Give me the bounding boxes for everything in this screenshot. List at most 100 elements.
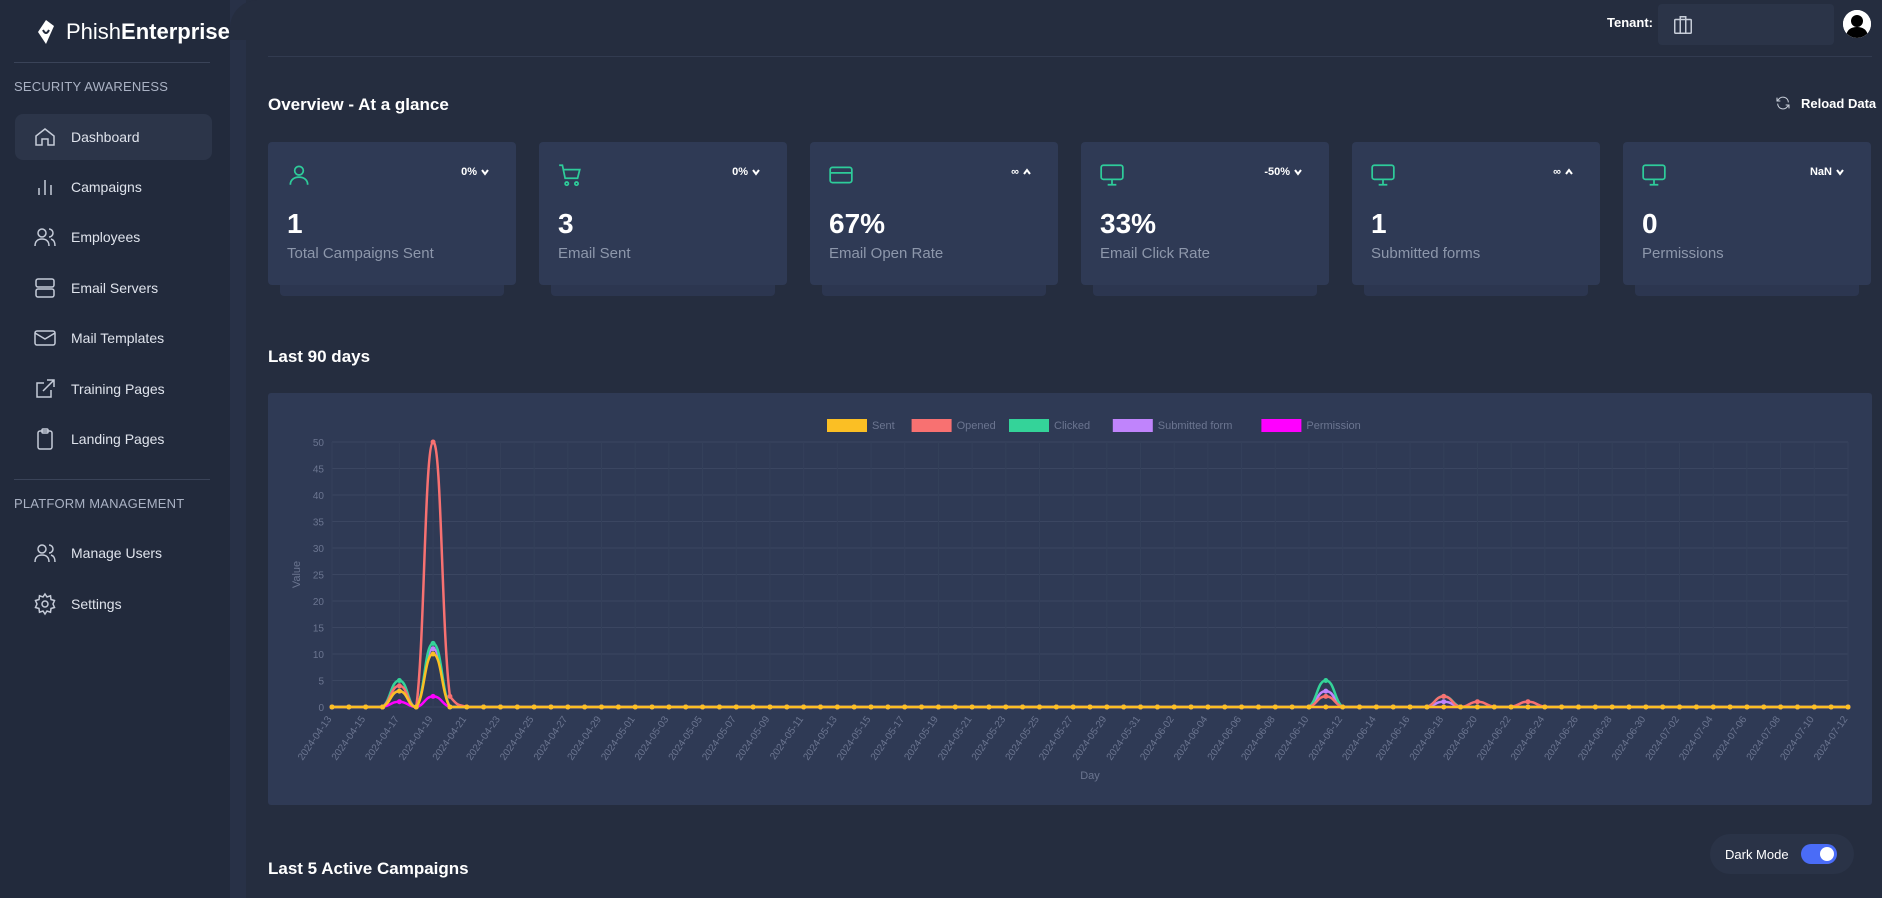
stat-value: 1	[1371, 208, 1387, 239]
sidebar-item-email-servers[interactable]: Email Servers	[15, 265, 212, 311]
data-point	[514, 704, 520, 710]
data-point	[1323, 678, 1329, 683]
y-tick-label: 50	[313, 438, 325, 449]
data-point	[885, 704, 891, 710]
x-tick-label: 2024-06-28	[1576, 714, 1615, 763]
legend-swatch	[1112, 419, 1153, 432]
sidebar: PhishEnterprise SECURITY AWARENESS Dashb…	[0, 0, 230, 898]
stat-label: Permissions	[1642, 245, 1724, 262]
y-tick-label: 5	[318, 677, 324, 688]
stat-card: NaN 0 Permissions	[1623, 142, 1871, 285]
stat-value: 0	[1642, 208, 1658, 239]
sidebar-item-training-pages[interactable]: Training Pages	[15, 366, 212, 412]
users-icon	[34, 544, 56, 563]
data-point	[1693, 704, 1699, 710]
stat-delta[interactable]: ∞	[1553, 166, 1574, 178]
data-point	[1559, 704, 1565, 710]
x-tick-label: 2024-06-10	[1273, 714, 1312, 763]
sidebar-item-label: Training Pages	[71, 381, 165, 397]
x-tick-label: 2024-04-23	[465, 714, 504, 763]
data-point	[1306, 704, 1312, 710]
data-point	[1171, 704, 1177, 710]
x-tick-label: 2024-06-18	[1408, 714, 1447, 763]
monitor-icon	[1371, 164, 1395, 186]
x-tick-label: 2024-05-25	[1004, 714, 1043, 763]
data-point	[464, 704, 470, 710]
data-point	[430, 439, 436, 445]
legend-label: Opened	[957, 420, 996, 432]
x-tick-label: 2024-06-02	[1138, 714, 1177, 763]
sidebar-item-label: Settings	[71, 596, 122, 612]
stat-card: 0% 3 Email Sent	[539, 142, 787, 285]
x-tick-label: 2024-05-09	[734, 714, 773, 763]
x-tick-label: 2024-05-19	[903, 714, 942, 763]
data-point	[649, 704, 655, 710]
sidebar-item-manage-users[interactable]: Manage Users	[15, 530, 212, 576]
data-point	[935, 704, 941, 710]
stat-delta[interactable]: 0%	[461, 166, 490, 178]
stat-label: Email Click Rate	[1100, 245, 1211, 262]
y-tick-label: 30	[313, 544, 325, 555]
sidebar-item-campaigns[interactable]: Campaigns	[15, 164, 212, 210]
data-point	[1289, 704, 1295, 710]
stat-label: Total Campaigns Sent	[287, 245, 434, 262]
x-tick-label: 2024-05-03	[633, 714, 672, 763]
data-point	[1794, 704, 1800, 710]
data-point	[1660, 704, 1666, 710]
data-point	[1255, 704, 1261, 710]
sidebar-item-settings[interactable]: Settings	[15, 581, 212, 627]
sidebar-item-dashboard[interactable]: Dashboard	[15, 114, 212, 160]
data-point	[531, 704, 537, 710]
stat-delta[interactable]: ∞	[1011, 166, 1032, 178]
dark-mode-switch: Dark Mode	[1710, 834, 1854, 874]
data-point	[1525, 704, 1531, 710]
x-tick-label: 2024-04-13	[296, 714, 335, 763]
app-logo[interactable]: PhishEnterprise	[32, 18, 230, 46]
y-tick-label: 10	[313, 650, 325, 661]
x-tick-label: 2024-06-20	[1442, 714, 1481, 763]
sidebar-item-label: Campaigns	[71, 179, 142, 195]
data-point	[615, 704, 621, 710]
data-point	[666, 704, 672, 710]
logo-text-regular: Phish	[66, 19, 122, 44]
user-avatar[interactable]	[1843, 10, 1871, 38]
data-point	[1323, 688, 1329, 694]
stat-value: 67%	[829, 208, 886, 239]
dark-mode-toggle[interactable]	[1800, 844, 1837, 864]
reload-label: Reload Data	[1801, 95, 1877, 111]
cart-icon	[559, 164, 581, 187]
y-axis-label: Value	[291, 561, 303, 588]
data-point	[1508, 704, 1514, 710]
bar-chart-icon	[38, 180, 52, 195]
data-point	[548, 704, 554, 710]
reload-data-button[interactable]: Reload Data	[1775, 95, 1876, 111]
x-tick-label: 2024-06-24	[1509, 714, 1548, 763]
legend-label: Permission	[1306, 420, 1360, 432]
data-point	[683, 704, 689, 710]
sidebar-item-label: Manage Users	[71, 545, 163, 561]
stat-value: 3	[558, 208, 574, 239]
data-point	[1070, 704, 1076, 710]
stat-delta[interactable]: -50%	[1264, 166, 1303, 178]
stat-delta-value: -50%	[1264, 166, 1290, 178]
x-tick-label: 2024-05-07	[700, 714, 739, 763]
sidebar-item-landing-pages[interactable]: Landing Pages	[15, 416, 212, 462]
sidebar-item-employees[interactable]: Employees	[15, 214, 212, 260]
data-point	[430, 693, 436, 699]
legend-label: Submitted form	[1158, 420, 1233, 432]
external-link-icon	[36, 379, 55, 398]
data-point	[1458, 704, 1464, 710]
tenant-select[interactable]	[1658, 4, 1834, 45]
stat-delta[interactable]: NaN	[1810, 166, 1845, 178]
chevron-down-icon	[752, 169, 760, 176]
data-point	[1121, 704, 1127, 710]
sidebar-item-mail-templates[interactable]: Mail Templates	[15, 315, 212, 361]
series-line	[332, 642, 1848, 709]
stat-delta[interactable]: 0%	[732, 166, 761, 178]
data-point	[1407, 704, 1413, 710]
x-tick-label: 2024-05-29	[1071, 714, 1110, 763]
stat-delta-value: ∞	[1553, 166, 1561, 178]
data-point	[1036, 704, 1042, 710]
x-tick-label: 2024-04-19	[397, 714, 436, 763]
data-point	[1441, 699, 1447, 705]
